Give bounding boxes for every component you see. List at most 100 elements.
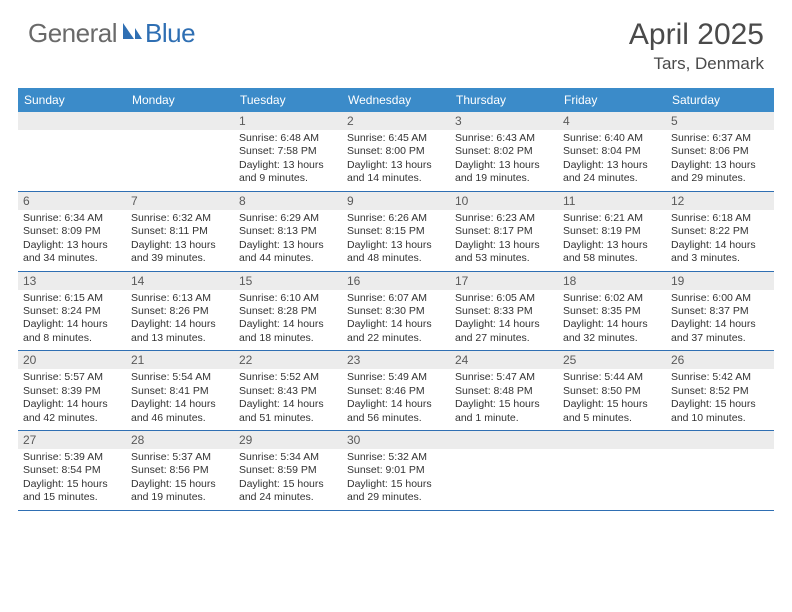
calendar-cell: 21 Sunrise: 5:54 AMSunset: 8:41 PMDayligh… bbox=[126, 351, 234, 430]
daylight-line: Daylight: 13 hours and 14 minutes. bbox=[347, 159, 445, 186]
day-number-bar: 11 bbox=[558, 192, 666, 210]
calendar-cell: 27Sunrise: 5:39 AMSunset: 8:54 PMDayligh… bbox=[18, 431, 126, 510]
day-number-bar bbox=[18, 112, 126, 130]
day-number-bar: 21 bbox=[126, 351, 234, 369]
cell-content: Sunrise: 5:44 AMSunset: 8:50 PMDaylight:… bbox=[558, 371, 666, 430]
calendar-cell: 30Sunrise: 5:32 AMSunset: 9:01 PMDayligh… bbox=[342, 431, 450, 510]
day-number-bar: 29 bbox=[234, 431, 342, 449]
cell-content: Sunrise: 6:43 AMSunset: 8:02 PMDaylight:… bbox=[450, 132, 558, 191]
cell-content: Sunrise: 6:40 AMSunset: 8:04 PMDaylight:… bbox=[558, 132, 666, 191]
daylight-line: Daylight: 14 hours and 13 minutes. bbox=[131, 318, 229, 345]
daylight-line: Daylight: 15 hours and 10 minutes. bbox=[671, 398, 769, 425]
logo-text-blue: Blue bbox=[145, 18, 195, 49]
calendar-cell bbox=[18, 112, 126, 191]
sunset-line: Sunset: 8:37 PM bbox=[671, 305, 769, 318]
day-number-bar bbox=[558, 431, 666, 449]
daylight-line: Daylight: 15 hours and 24 minutes. bbox=[239, 478, 337, 505]
calendar-cell bbox=[450, 431, 558, 510]
logo-text-general: General bbox=[28, 18, 117, 49]
sunrise-line: Sunrise: 6:23 AM bbox=[455, 212, 553, 225]
sunset-line: Sunset: 8:19 PM bbox=[563, 225, 661, 238]
daylight-line: Daylight: 13 hours and 58 minutes. bbox=[563, 239, 661, 266]
sunrise-line: Sunrise: 6:07 AM bbox=[347, 292, 445, 305]
calendar: Sunday Monday Tuesday Wednesday Thursday… bbox=[18, 88, 774, 511]
calendar-week: 27Sunrise: 5:39 AMSunset: 8:54 PMDayligh… bbox=[18, 431, 774, 511]
cell-content: Sunrise: 6:29 AMSunset: 8:13 PMDaylight:… bbox=[234, 212, 342, 271]
sunset-line: Sunset: 8:28 PM bbox=[239, 305, 337, 318]
sunrise-line: Sunrise: 6:29 AM bbox=[239, 212, 337, 225]
day-number-bar: 15 bbox=[234, 272, 342, 290]
calendar-cell: 13Sunrise: 6:15 AMSunset: 8:24 PMDayligh… bbox=[18, 272, 126, 351]
cell-content: Sunrise: 6:37 AMSunset: 8:06 PMDaylight:… bbox=[666, 132, 774, 191]
sunrise-line: Sunrise: 6:34 AM bbox=[23, 212, 121, 225]
day-number-bar: 24 bbox=[450, 351, 558, 369]
day-number-bar: 17 bbox=[450, 272, 558, 290]
cell-content: Sunrise: 5:49 AMSunset: 8:46 PMDaylight:… bbox=[342, 371, 450, 430]
weekday-label: Monday bbox=[126, 88, 234, 112]
day-number-bar: 16 bbox=[342, 272, 450, 290]
calendar-week: 6Sunrise: 6:34 AMSunset: 8:09 PMDaylight… bbox=[18, 192, 774, 272]
weekday-label: Sunday bbox=[18, 88, 126, 112]
sunset-line: Sunset: 8:02 PM bbox=[455, 145, 553, 158]
daylight-line: Daylight: 13 hours and 24 minutes. bbox=[563, 159, 661, 186]
cell-content: Sunrise: 6:10 AMSunset: 8:28 PMDaylight:… bbox=[234, 292, 342, 351]
day-number-bar: 14 bbox=[126, 272, 234, 290]
cell-content: Sunrise: 5:32 AMSunset: 9:01 PMDaylight:… bbox=[342, 451, 450, 510]
calendar-cell: 7Sunrise: 6:32 AMSunset: 8:11 PMDaylight… bbox=[126, 192, 234, 271]
daylight-line: Daylight: 13 hours and 19 minutes. bbox=[455, 159, 553, 186]
cell-content: Sunrise: 6:02 AMSunset: 8:35 PMDaylight:… bbox=[558, 292, 666, 351]
cell-content: Sunrise: 5:52 AMSunset: 8:43 PMDaylight:… bbox=[234, 371, 342, 430]
sunrise-line: Sunrise: 5:54 AM bbox=[131, 371, 229, 384]
cell-content: Sunrise: 5:54 AMSunset: 8:41 PMDaylight:… bbox=[126, 371, 234, 430]
day-number-bar: 12 bbox=[666, 192, 774, 210]
sunset-line: Sunset: 8:43 PM bbox=[239, 385, 337, 398]
sunrise-line: Sunrise: 5:44 AM bbox=[563, 371, 661, 384]
logo: General Blue bbox=[28, 18, 195, 49]
sunrise-line: Sunrise: 6:15 AM bbox=[23, 292, 121, 305]
day-number-bar: 28 bbox=[126, 431, 234, 449]
day-number-bar: 25 bbox=[558, 351, 666, 369]
calendar-week: 20Sunrise: 5:57 AMSunset: 8:39 PMDayligh… bbox=[18, 351, 774, 431]
sunset-line: Sunset: 8:11 PM bbox=[131, 225, 229, 238]
cell-content: Sunrise: 6:32 AMSunset: 8:11 PMDaylight:… bbox=[126, 212, 234, 271]
sunrise-line: Sunrise: 6:13 AM bbox=[131, 292, 229, 305]
daylight-line: Daylight: 15 hours and 19 minutes. bbox=[131, 478, 229, 505]
sunrise-line: Sunrise: 6:02 AM bbox=[563, 292, 661, 305]
day-number-bar: 8 bbox=[234, 192, 342, 210]
sunrise-line: Sunrise: 5:37 AM bbox=[131, 451, 229, 464]
daylight-line: Daylight: 15 hours and 29 minutes. bbox=[347, 478, 445, 505]
calendar-cell: 9Sunrise: 6:26 AMSunset: 8:15 PMDaylight… bbox=[342, 192, 450, 271]
daylight-line: Daylight: 13 hours and 34 minutes. bbox=[23, 239, 121, 266]
cell-content: Sunrise: 6:21 AMSunset: 8:19 PMDaylight:… bbox=[558, 212, 666, 271]
daylight-line: Daylight: 14 hours and 3 minutes. bbox=[671, 239, 769, 266]
daylight-line: Daylight: 13 hours and 48 minutes. bbox=[347, 239, 445, 266]
calendar-week: 1Sunrise: 6:48 AMSunset: 7:58 PMDaylight… bbox=[18, 112, 774, 192]
cell-content: Sunrise: 6:23 AMSunset: 8:17 PMDaylight:… bbox=[450, 212, 558, 271]
sunset-line: Sunset: 8:50 PM bbox=[563, 385, 661, 398]
sunset-line: Sunset: 8:59 PM bbox=[239, 464, 337, 477]
location: Tars, Denmark bbox=[629, 54, 764, 74]
page-title: April 2025 bbox=[629, 18, 764, 52]
day-number-bar: 10 bbox=[450, 192, 558, 210]
sunset-line: Sunset: 8:09 PM bbox=[23, 225, 121, 238]
daylight-line: Daylight: 15 hours and 15 minutes. bbox=[23, 478, 121, 505]
calendar-cell: 24Sunrise: 5:47 AMSunset: 8:48 PMDayligh… bbox=[450, 351, 558, 430]
calendar-cell: 6Sunrise: 6:34 AMSunset: 8:09 PMDaylight… bbox=[18, 192, 126, 271]
sunset-line: Sunset: 8:13 PM bbox=[239, 225, 337, 238]
daylight-line: Daylight: 13 hours and 39 minutes. bbox=[131, 239, 229, 266]
calendar-cell: 1Sunrise: 6:48 AMSunset: 7:58 PMDaylight… bbox=[234, 112, 342, 191]
day-number-bar: 26 bbox=[666, 351, 774, 369]
cell-content: Sunrise: 6:34 AMSunset: 8:09 PMDaylight:… bbox=[18, 212, 126, 271]
sunrise-line: Sunrise: 6:48 AM bbox=[239, 132, 337, 145]
calendar-cell: 15 Sunrise: 6:10 AMSunset: 8:28 PMDayligh… bbox=[234, 272, 342, 351]
calendar-cell: 29Sunrise: 5:34 AMSunset: 8:59 PMDayligh… bbox=[234, 431, 342, 510]
sunrise-line: Sunrise: 6:45 AM bbox=[347, 132, 445, 145]
weekday-header: Sunday Monday Tuesday Wednesday Thursday… bbox=[18, 88, 774, 112]
cell-content: Sunrise: 6:00 AMSunset: 8:37 PMDaylight:… bbox=[666, 292, 774, 351]
calendar-cell: 5Sunrise: 6:37 AMSunset: 8:06 PMDaylight… bbox=[666, 112, 774, 191]
sunset-line: Sunset: 8:04 PM bbox=[563, 145, 661, 158]
sunset-line: Sunset: 8:54 PM bbox=[23, 464, 121, 477]
day-number-bar bbox=[450, 431, 558, 449]
day-number-bar: 13 bbox=[18, 272, 126, 290]
daylight-line: Daylight: 14 hours and 8 minutes. bbox=[23, 318, 121, 345]
